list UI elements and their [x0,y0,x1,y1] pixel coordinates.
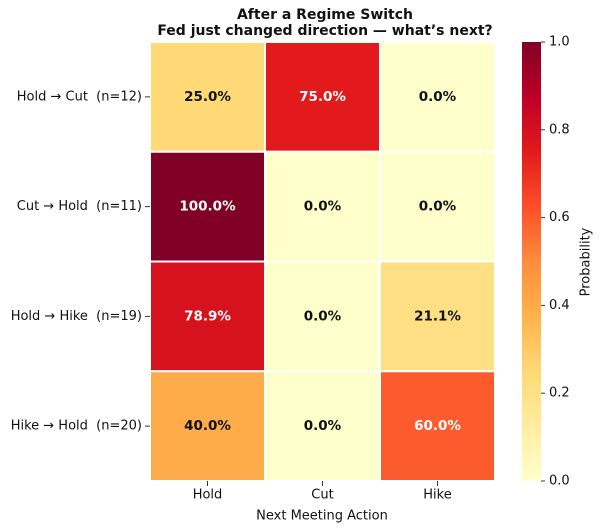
cell-value-label: 40.0% [184,418,231,434]
heatmap-cell [149,41,266,153]
cell-value-label: 0.0% [419,89,457,105]
y-tick-label: Hold → Hike (n=19) [11,309,142,324]
cell-value-label: 0.0% [304,418,342,434]
heatmap-cell [379,41,496,153]
cell-value-label: 0.0% [419,199,457,215]
cell-value-label: 78.9% [184,308,231,324]
chart-title: After a Regime Switch [237,7,413,23]
y-tick-label: Cut → Hold (n=11) [17,199,142,214]
colorbar-label: Probability [579,227,594,296]
y-tick-label: Hold → Cut (n=12) [17,89,142,104]
cell-value-label: 0.0% [304,308,342,324]
x-axis-label: Next Meeting Action [256,509,388,524]
colorbar [522,42,541,481]
cell-value-label: 60.0% [414,418,461,434]
colorbar-tick-label: 0.4 [549,298,570,313]
heatmap-cell [379,150,496,263]
colorbar-tick-label: 1.0 [549,35,570,50]
colorbar-tick-label: 0.2 [549,386,570,401]
colorbar-tick-label: 0.8 [549,122,570,137]
cell-value-label: 21.1% [414,308,461,324]
chart-subtitle: Fed just changed direction — what’s next… [157,23,492,39]
x-tick-label: Hike [423,488,451,503]
heatmap-cell [379,370,496,482]
y-tick-label: Hike → Hold (n=20) [11,419,142,434]
cell-value-label: 0.0% [304,199,342,215]
x-tick-label: Hold [193,488,223,503]
heatmap-cell [264,260,381,373]
cell-value-label: 100.0% [179,199,236,215]
heatmap-cell [149,370,266,482]
cell-value-label: 75.0% [299,89,346,105]
x-tick-label: Cut [311,488,333,503]
heatmap-cell [264,41,381,153]
cell-value-label: 25.0% [184,89,231,105]
colorbar-tick-label: 0.0 [549,474,570,489]
colorbar-tick-label: 0.6 [549,210,570,225]
